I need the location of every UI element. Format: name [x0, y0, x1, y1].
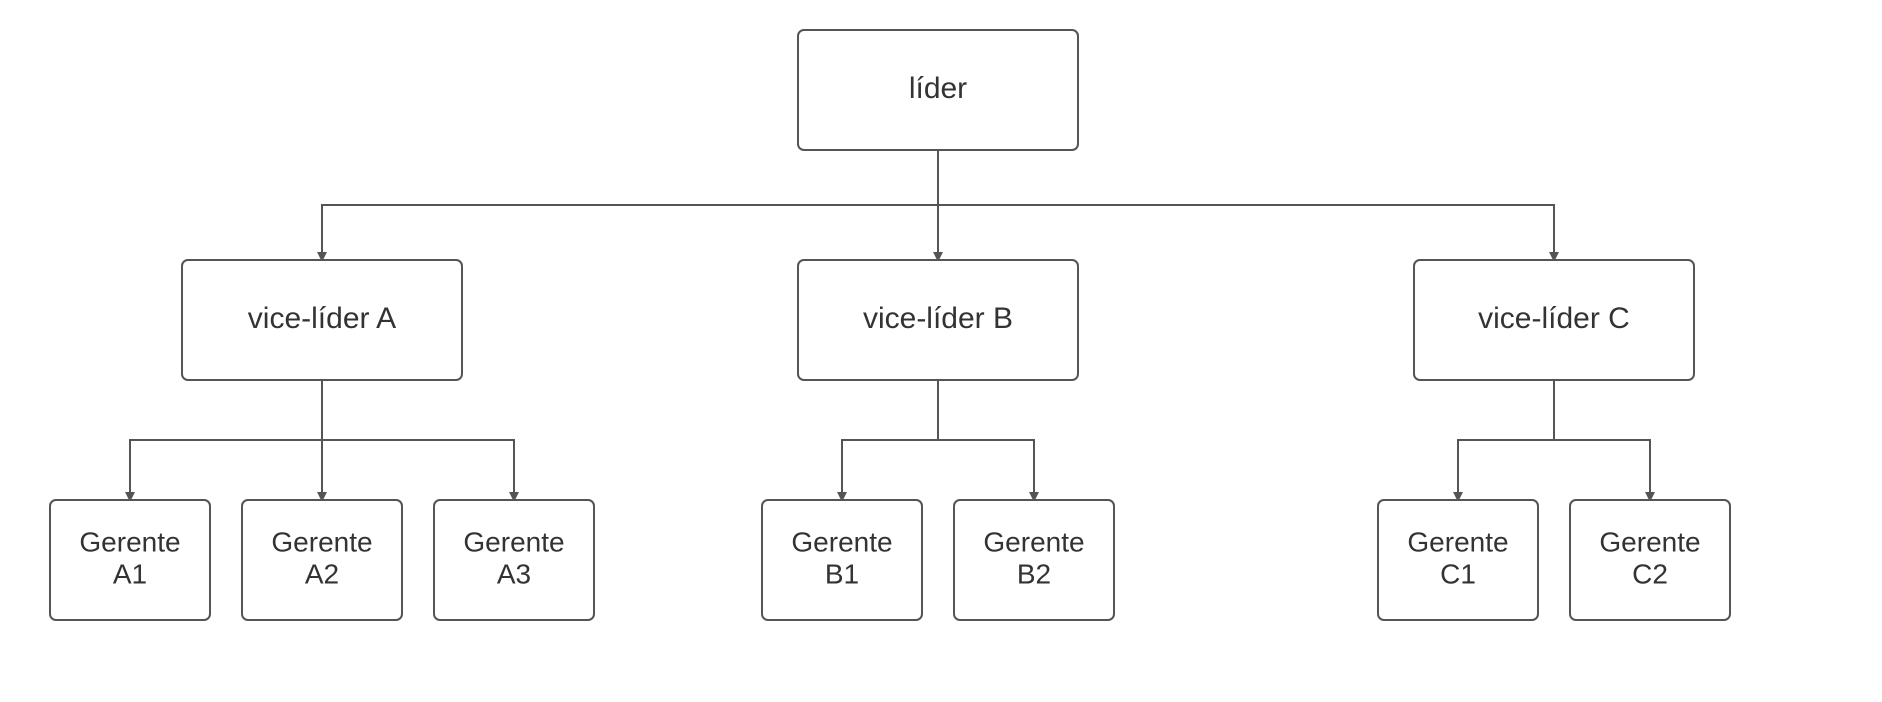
node-label: A2: [305, 558, 339, 589]
node-label: B2: [1017, 558, 1051, 589]
node-a2: GerenteA2: [242, 500, 402, 620]
edge-vb-b2: [938, 380, 1034, 500]
edge-va-a3: [322, 380, 514, 500]
node-label: Gerente: [983, 526, 1084, 557]
node-label: C2: [1632, 558, 1668, 589]
node-label: Gerente: [79, 526, 180, 557]
node-label: B1: [825, 558, 859, 589]
node-va: vice-líder A: [182, 260, 462, 380]
node-root: líder: [798, 30, 1078, 150]
edge-root-va: [322, 150, 938, 260]
node-label: C1: [1440, 558, 1476, 589]
node-label: Gerente: [791, 526, 892, 557]
node-label: vice-líder C: [1478, 302, 1630, 335]
edge-root-vc: [938, 150, 1554, 260]
node-label: líder: [909, 72, 967, 105]
node-label: Gerente: [1407, 526, 1508, 557]
node-label: Gerente: [271, 526, 372, 557]
node-vc: vice-líder C: [1414, 260, 1694, 380]
node-c2: GerenteC2: [1570, 500, 1730, 620]
edge-va-a1: [130, 380, 322, 500]
node-b1: GerenteB1: [762, 500, 922, 620]
node-a1: GerenteA1: [50, 500, 210, 620]
node-label: A3: [497, 558, 531, 589]
node-a3: GerenteA3: [434, 500, 594, 620]
edge-vc-c2: [1554, 380, 1650, 500]
edge-vc-c1: [1458, 380, 1554, 500]
node-label: Gerente: [463, 526, 564, 557]
org-chart: líder vice-líder A vice-líder B vice-líder …: [0, 0, 1882, 702]
edge-vb-b1: [842, 380, 938, 500]
node-label: A1: [113, 558, 147, 589]
node-label: vice-líder B: [863, 302, 1013, 335]
node-b2: GerenteB2: [954, 500, 1114, 620]
node-c1: GerenteC1: [1378, 500, 1538, 620]
nodes-layer: líder vice-líder A vice-líder B vice-líder …: [50, 30, 1730, 620]
node-label: vice-líder A: [248, 302, 396, 335]
node-label: Gerente: [1599, 526, 1700, 557]
node-vb: vice-líder B: [798, 260, 1078, 380]
